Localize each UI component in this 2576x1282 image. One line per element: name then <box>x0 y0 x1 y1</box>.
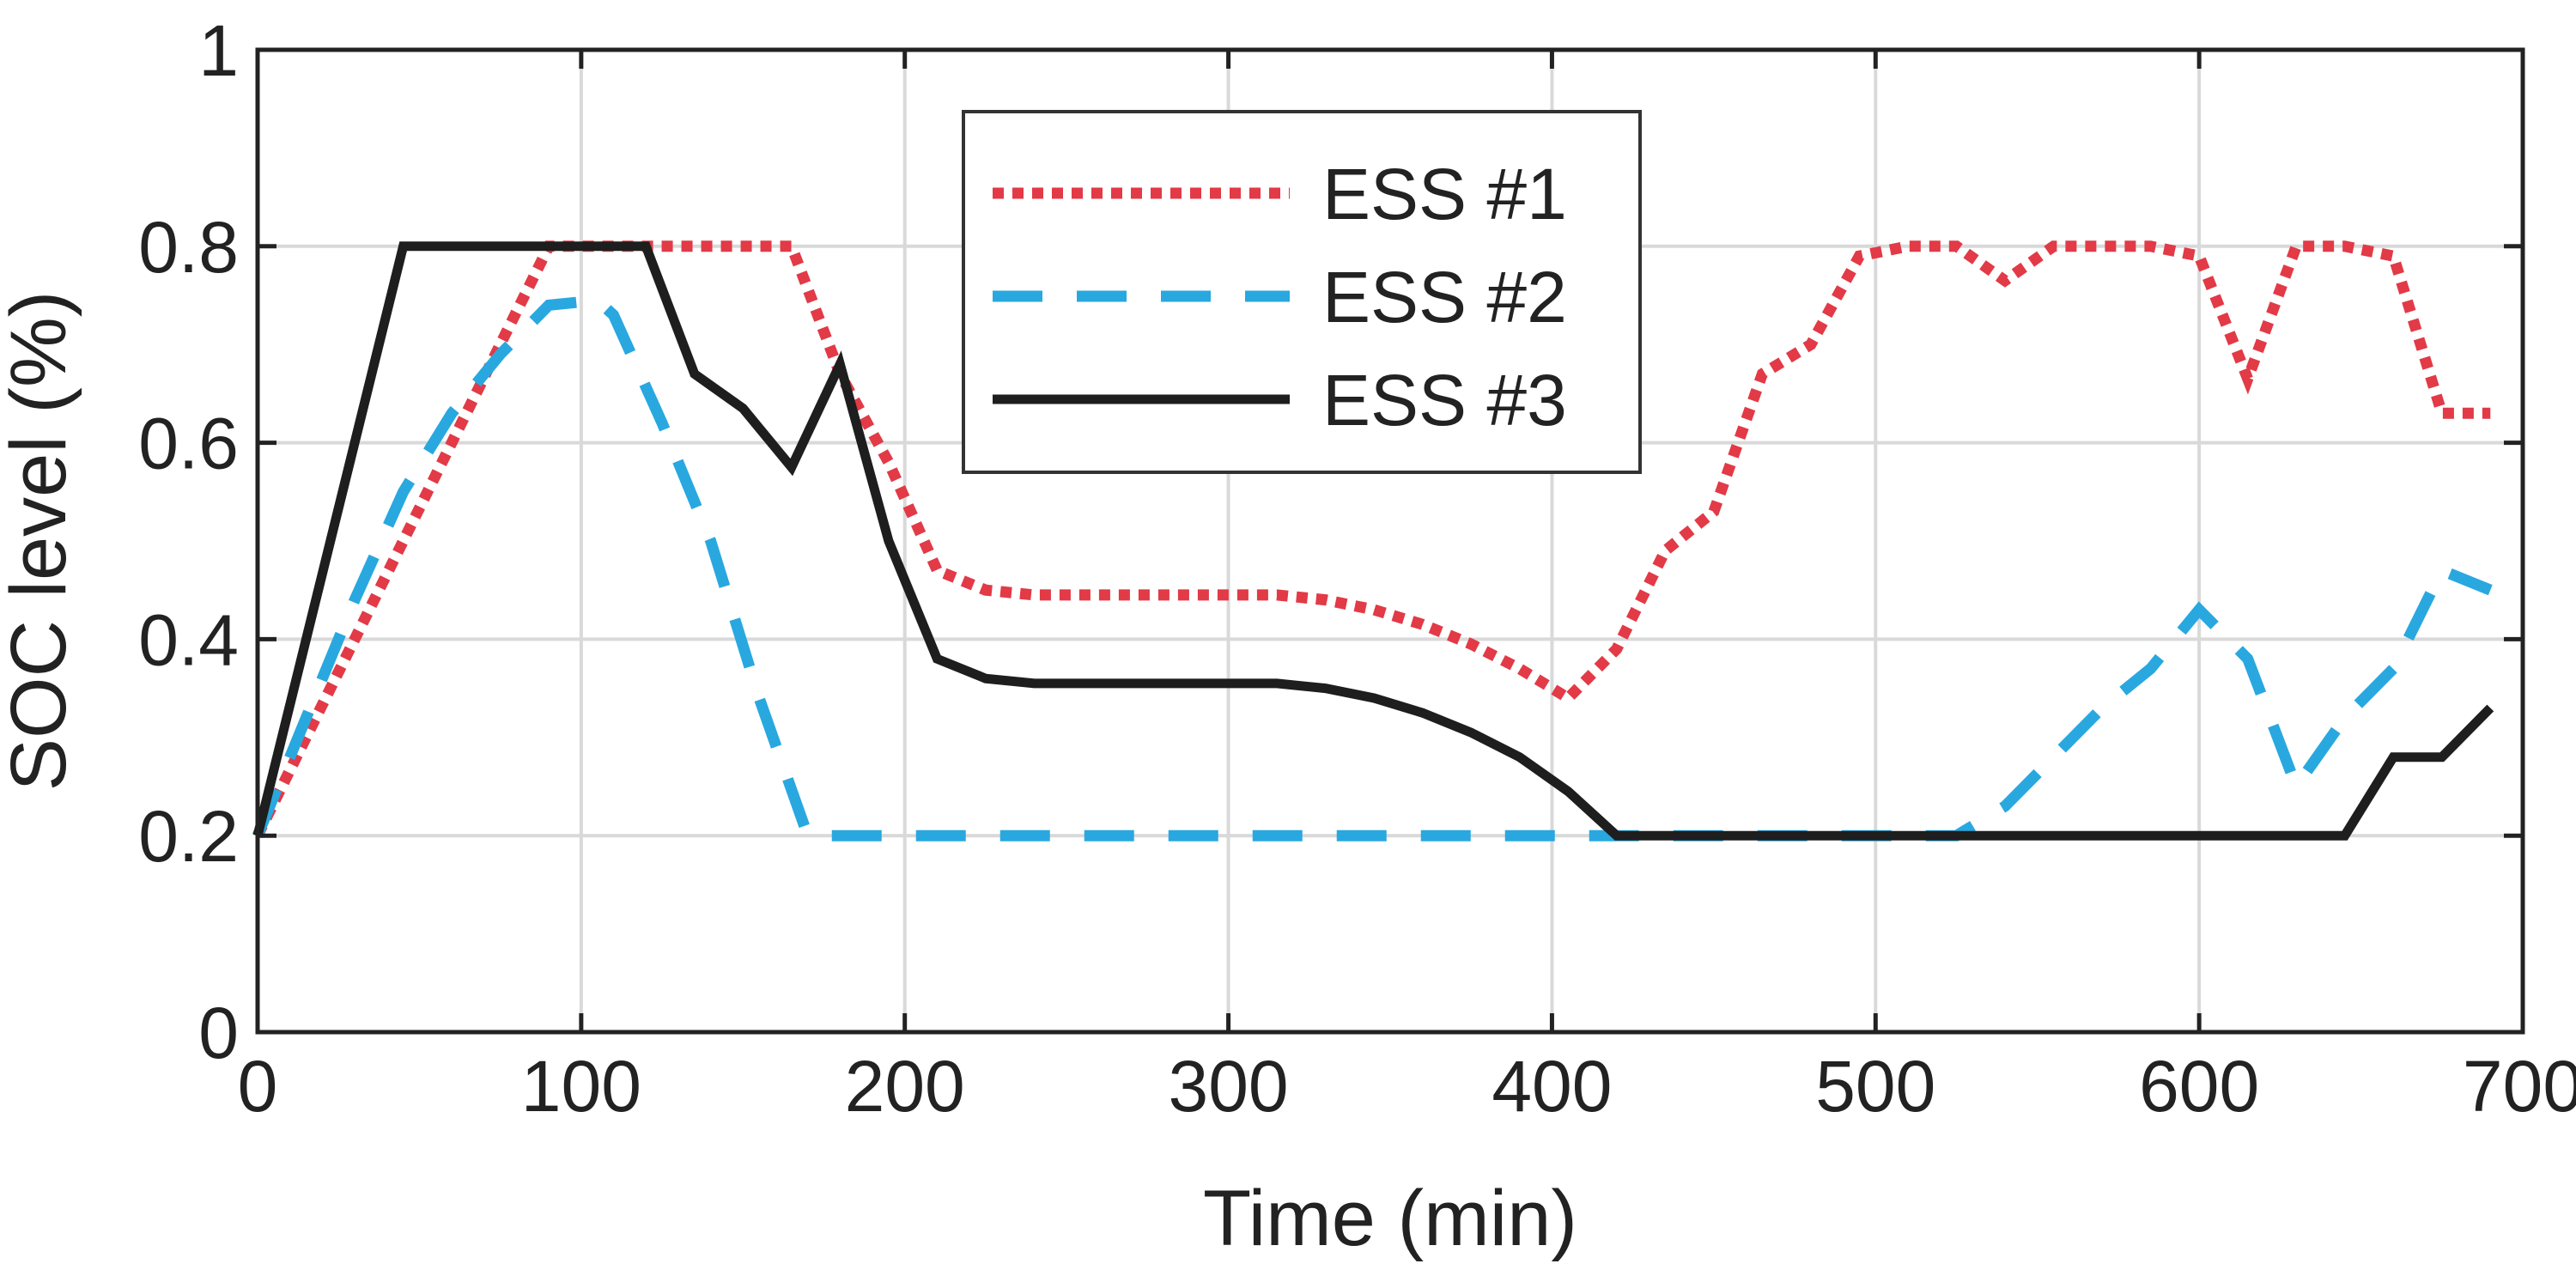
x-tick-label: 100 <box>521 1046 641 1127</box>
series-line-ess3 <box>252 241 2494 841</box>
legend-label-ess3: ESS #3 <box>1322 360 1567 440</box>
x-tick-label: 400 <box>1492 1046 1612 1127</box>
y-axis-label: SOC level (%) <box>0 291 82 792</box>
x-tick-label: 600 <box>2139 1046 2259 1127</box>
x-tick-label: 300 <box>1168 1046 1288 1127</box>
axis-ticks <box>255 47 2525 1035</box>
y-tick-label: 1 <box>198 10 239 91</box>
y-tick-label: 0.2 <box>138 796 239 877</box>
series-layer <box>252 240 2494 842</box>
x-tick-label: 200 <box>845 1046 965 1127</box>
tick-labels: 0 100 200 300 400 500 600 700 0 0.2 0.4 0.6 0.8 1 <box>138 10 2576 1127</box>
legend-label-ess2: ESS #2 <box>1322 257 1567 337</box>
plot-area-frame <box>255 47 2525 1035</box>
x-tick-label: 700 <box>2463 1046 2576 1127</box>
y-tick-label: 0.6 <box>138 404 239 484</box>
y-tick-label: 0.4 <box>138 599 239 680</box>
x-tick-label: 500 <box>1815 1046 1935 1127</box>
x-tick-label: 0 <box>238 1046 278 1127</box>
legend-label-ess1: ESS #1 <box>1322 154 1567 234</box>
legend: ESS #1 ESS #2 ESS #3 <box>962 110 1642 474</box>
y-tick-label: 0 <box>198 993 239 1073</box>
legend-box <box>962 110 1642 474</box>
x-axis-label: Time (min) <box>1203 1175 1577 1262</box>
y-tick-label: 0.8 <box>138 207 239 288</box>
